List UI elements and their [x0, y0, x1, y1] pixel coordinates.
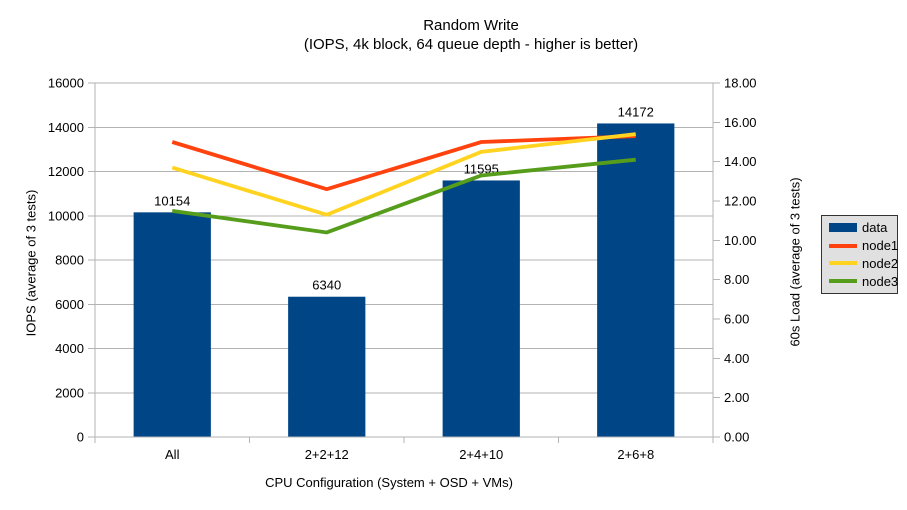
legend: data node1 node2 node3	[821, 215, 898, 294]
right-tick-label: 14.00	[724, 154, 757, 169]
legend-item-node1: node1	[829, 238, 899, 254]
legend-label: node3	[862, 273, 899, 289]
category-label: 2+2+12	[305, 447, 349, 462]
chart-subtitle: (IOPS, 4k block, 64 queue depth - higher…	[303, 36, 639, 53]
right-tick-label: 6.00	[724, 312, 749, 327]
right-axis-title: 60s Load (average of 3 tests)	[787, 177, 803, 347]
left-tick-label: 10000	[48, 208, 84, 223]
legend-item-node2: node2	[829, 255, 899, 271]
left-tick-label: 14000	[48, 120, 84, 135]
legend-label: node2	[862, 255, 899, 271]
bar-2+6+8	[597, 123, 675, 437]
legend-line-swatch-node2	[829, 261, 857, 266]
legend-item-data: data	[829, 220, 897, 235]
bar-value-label: 14172	[618, 104, 654, 119]
legend-line-swatch-node1	[829, 243, 857, 248]
left-axis-title: IOPS (average of 3 tests)	[23, 189, 39, 337]
right-tick-label: 4.00	[724, 351, 749, 366]
category-label: 2+4+10	[459, 447, 503, 462]
left-tick-label: 0	[77, 430, 84, 445]
right-tick-label: 18.00	[724, 76, 757, 91]
left-tick-label: 8000	[55, 253, 84, 268]
legend-label: node1	[862, 238, 899, 254]
right-tick-label: 0.00	[724, 430, 749, 445]
legend-label: data	[862, 220, 888, 236]
legend-rect-swatch-data	[829, 223, 857, 233]
bar-value-label: 6340	[312, 278, 341, 293]
left-tick-label: 4000	[55, 341, 84, 356]
left-tick-label: 2000	[55, 385, 84, 400]
category-label: 2+6+8	[617, 447, 654, 462]
right-tick-label: 10.00	[724, 233, 757, 248]
right-tick-label: 8.00	[724, 272, 749, 287]
series-line-node3	[171, 157, 636, 235]
left-tick-label: 12000	[48, 164, 84, 179]
series-line-node1	[171, 134, 636, 192]
bar-2+2+12	[288, 296, 366, 437]
legend-item-node3: node3	[829, 273, 899, 289]
right-tick-label: 2.00	[724, 390, 749, 405]
legend-line-swatch-node3	[829, 279, 857, 284]
right-tick-label: 12.00	[724, 194, 757, 209]
left-tick-label: 6000	[55, 297, 84, 312]
chart-title: Random Write	[423, 17, 519, 34]
bar-value-label: 10154	[154, 193, 190, 208]
bar-All	[133, 212, 211, 437]
series-line-node2	[171, 132, 636, 217]
x-axis-title: CPU Configuration (System + OSD + VMs)	[265, 475, 513, 490]
right-tick-label: 16.00	[724, 115, 757, 130]
category-label: All	[165, 447, 180, 462]
bar-2+4+10	[442, 180, 520, 437]
left-tick-label: 16000	[48, 76, 84, 91]
chart-title-block: Random Write (IOPS, 4k block, 64 queue d…	[304, 16, 638, 54]
